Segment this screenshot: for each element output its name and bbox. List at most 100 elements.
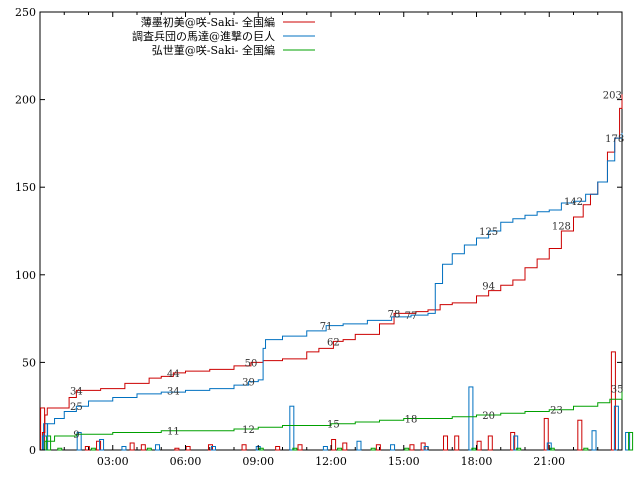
hourly-bar (210, 445, 216, 451)
hourly-bar (275, 445, 281, 451)
y-tick-label: 250 (15, 6, 36, 19)
series-line (40, 94, 623, 451)
legend-label: 調査兵団の馬達@進撃の巨人 (132, 29, 275, 43)
hourly-bar (241, 444, 247, 451)
data-label: 50 (245, 358, 258, 369)
data-label: 77 (405, 311, 418, 322)
data-label: 12 (242, 425, 255, 436)
hourly-bar (390, 444, 396, 451)
legend-label: 弘世菫@咲-Saki- 全国編 (152, 43, 275, 57)
hourly-bar (549, 447, 555, 451)
hourly-bars (40, 351, 634, 451)
data-label: 9 (73, 430, 79, 441)
hourly-bar (99, 438, 105, 451)
data-label: 128 (552, 222, 571, 233)
hourly-bar (337, 447, 343, 451)
hourly-bar (404, 447, 410, 451)
hourly-bar (289, 405, 295, 451)
data-label: 15 (327, 420, 340, 431)
data-label: 34 (167, 386, 180, 397)
series-line (40, 388, 623, 451)
hourly-bar (84, 445, 90, 451)
y-tick-label: 150 (15, 181, 36, 194)
data-label: 44 (167, 369, 180, 380)
hourly-bar (57, 447, 63, 451)
data-label: 142 (564, 197, 583, 208)
y-tick-label: 0 (29, 444, 36, 457)
hourly-bar (375, 444, 381, 451)
y-tick-label: 100 (15, 269, 36, 282)
data-label: 34 (70, 386, 83, 397)
x-tick-label: 15:00 (388, 455, 420, 468)
hourly-bar (543, 417, 549, 451)
data-label: 62 (327, 337, 340, 348)
series-line (40, 132, 623, 451)
hourly-bar (297, 444, 303, 451)
hourly-bar (625, 431, 631, 451)
hourly-bar (322, 445, 328, 451)
hourly-bar (146, 447, 152, 451)
hourly-bar (292, 447, 298, 451)
x-tick-label: 12:00 (315, 455, 347, 468)
x-tick-label: 09:00 (242, 455, 274, 468)
hourly-bar (370, 447, 376, 451)
plot-frame (39, 11, 623, 451)
hourly-bar (628, 431, 634, 451)
hourly-bar (342, 442, 348, 451)
x-tick-label: 21:00 (533, 455, 565, 468)
legend: 薄墨初美@咲-Saki- 全国編調査兵団の馬達@進撃の巨人弘世菫@咲-Saki-… (132, 15, 315, 57)
hourly-bar (613, 405, 619, 451)
hourly-bar (207, 444, 213, 451)
hourly-bar (454, 435, 460, 451)
hourly-bar (331, 438, 337, 451)
hourly-bar (121, 445, 127, 451)
hourly-bar (591, 430, 597, 451)
data-labels: 34 44 50 62 78 94 128 203 25 34 39 71 77 125 142 178 9 11… (70, 90, 624, 441)
hourly-bar (129, 442, 135, 451)
data-label: 71 (320, 322, 333, 333)
data-label: 23 (550, 406, 563, 417)
hourly-bar (487, 435, 493, 451)
hourly-bar (174, 447, 180, 451)
hourly-bar (516, 447, 522, 451)
hourly-bar (155, 444, 161, 451)
hourly-bar (583, 447, 589, 451)
hourly-bar (76, 431, 82, 451)
x-tick-label: 18:00 (461, 455, 493, 468)
data-label: 94 (482, 281, 495, 292)
hourly-bar (476, 440, 482, 451)
hourly-bar (471, 447, 477, 451)
hourly-bar (356, 440, 362, 451)
hourly-bar (443, 435, 449, 451)
data-label: 35 (611, 385, 624, 396)
hourly-bar (577, 419, 583, 451)
hourly-bar (513, 435, 519, 451)
cumulative-lines (40, 94, 623, 451)
x-tick-label: 06:00 (170, 455, 202, 468)
data-label: 125 (479, 227, 498, 238)
hourly-bar (610, 351, 616, 451)
hourly-bar (46, 435, 52, 451)
plot-border (39, 11, 623, 451)
data-label: 20 (482, 411, 495, 422)
hourly-bar (185, 445, 191, 451)
hourly-bar (258, 447, 264, 451)
hourly-bar (468, 386, 474, 451)
data-label: 39 (242, 378, 255, 389)
y-tick-label: 200 (15, 94, 36, 107)
data-label: 11 (167, 427, 180, 438)
hourly-bar (90, 447, 96, 451)
hourly-bar (140, 444, 146, 451)
hourly-bar (409, 444, 415, 451)
hourly-bar (43, 423, 49, 451)
legend-label: 薄墨初美@咲-Saki- 全国編 (141, 15, 275, 29)
data-label: 178 (605, 134, 624, 145)
data-label: 18 (405, 414, 418, 425)
data-label: 25 (70, 402, 83, 413)
hourly-bar (510, 431, 516, 451)
hourly-bar (96, 440, 102, 451)
data-label: 78 (388, 309, 401, 320)
x-tick-label: 03:00 (97, 455, 129, 468)
data-label: 203 (603, 90, 622, 101)
